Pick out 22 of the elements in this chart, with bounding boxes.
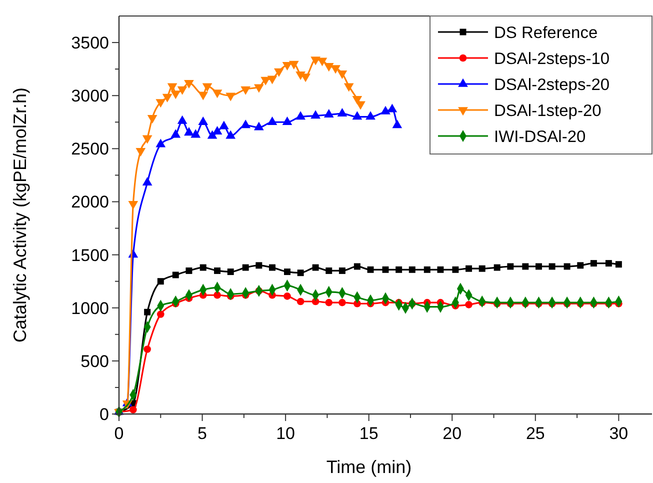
legend-label: DS Reference — [494, 24, 598, 42]
x-tick-label: 30 — [609, 424, 628, 443]
x-tick-label: 10 — [276, 424, 296, 443]
y-tick-label: 0 — [100, 404, 109, 424]
y-tick-label: 500 — [80, 352, 109, 371]
y-tick-label: 3500 — [71, 33, 109, 52]
legend-label: DSAl-2steps-10 — [494, 50, 610, 68]
legend-label: DSAl-1step-20 — [494, 102, 602, 120]
y-tick-label: 2000 — [71, 192, 109, 212]
x-tick-label: 20 — [442, 424, 462, 443]
x-tick-label: 25 — [526, 424, 545, 443]
y-axis-title: Catalytic Activity (kgPE/molZr.h) — [10, 87, 30, 343]
x-tick-label: 0 — [114, 424, 124, 443]
y-tick-label: 2500 — [71, 140, 109, 159]
legend-label: IWI-DSAl-20 — [494, 128, 586, 146]
y-tick-label: 1500 — [71, 246, 109, 265]
x-tick-label: 15 — [359, 424, 378, 443]
x-tick-label: 5 — [198, 424, 208, 443]
x-axis-title: Time (min) — [326, 457, 412, 477]
y-tick-label: 3000 — [71, 86, 109, 106]
y-tick-label: 1000 — [71, 298, 109, 318]
legend-label: DSAl-2steps-20 — [494, 76, 610, 94]
